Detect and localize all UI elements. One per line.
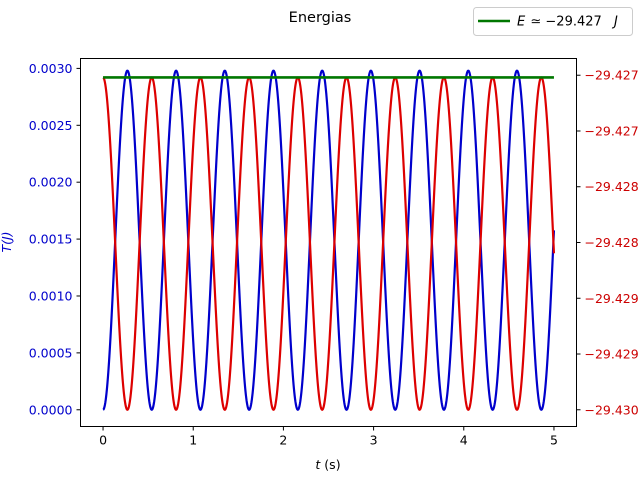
x-tick-label: 2 — [279, 433, 287, 448]
y-right-tick-label: −29.427 — [585, 68, 639, 83]
x-tick-label: 3 — [370, 433, 378, 448]
x-axis-label-var: t — [315, 457, 321, 472]
y-right-tick-label: −29.428 — [585, 179, 639, 194]
y-left-tick-label: 0.0010 — [29, 288, 73, 303]
y-right-tick-label: −29.430 — [585, 402, 639, 417]
y-left-tick-label: 0.0015 — [29, 232, 73, 247]
y-left-tick-label: 0.0005 — [29, 345, 73, 360]
potential-energy-line — [102, 76, 556, 411]
x-axis-label-unit: (s) — [320, 457, 340, 472]
legend-label-unit: J — [611, 15, 618, 30]
y-right-tick-label: −29.427 — [585, 123, 639, 138]
legend-box — [473, 7, 633, 36]
plot-lines — [102, 69, 556, 411]
legend: E ≃ −29.427 J — [473, 7, 633, 36]
y-right-tick-label: −29.429 — [585, 291, 639, 306]
x-tick-label: 1 — [189, 433, 197, 448]
y-right-tick-label: −29.428 — [585, 235, 639, 250]
y-left-tick-label: 0.0020 — [29, 175, 73, 190]
legend-label-approx: ≃ — [530, 15, 541, 30]
y-left-tick-label: 0.0025 — [29, 118, 73, 133]
legend-label-value: −29.427 — [545, 15, 601, 30]
chart-title: Energias — [289, 10, 352, 26]
legend-label-energy: E ≃ −29.427 J — [517, 15, 618, 30]
x-tick-label: 5 — [550, 433, 558, 448]
y-left-tick-label: 0.0000 — [29, 402, 73, 417]
y-axis-left-label: T(J) — [0, 231, 14, 252]
x-tick-label: 0 — [99, 433, 107, 448]
y-axis-right: −29.430 −29.429 −29.429 −29.428 −29.428 −29.4… — [576, 68, 639, 417]
y-right-tick-label: −29.429 — [585, 347, 639, 362]
y-axis-left: 0.0000 0.0005 0.0010 0.0015 0.0020 0.0025 0.00… — [29, 61, 81, 417]
x-axis-label: t (s) — [315, 457, 340, 472]
y-left-tick-label: 0.0030 — [29, 61, 73, 76]
x-axis: 0 1 2 3 4 5 — [99, 426, 558, 448]
legend-label-symbol: E — [517, 15, 526, 30]
x-tick-label: 4 — [460, 433, 468, 448]
